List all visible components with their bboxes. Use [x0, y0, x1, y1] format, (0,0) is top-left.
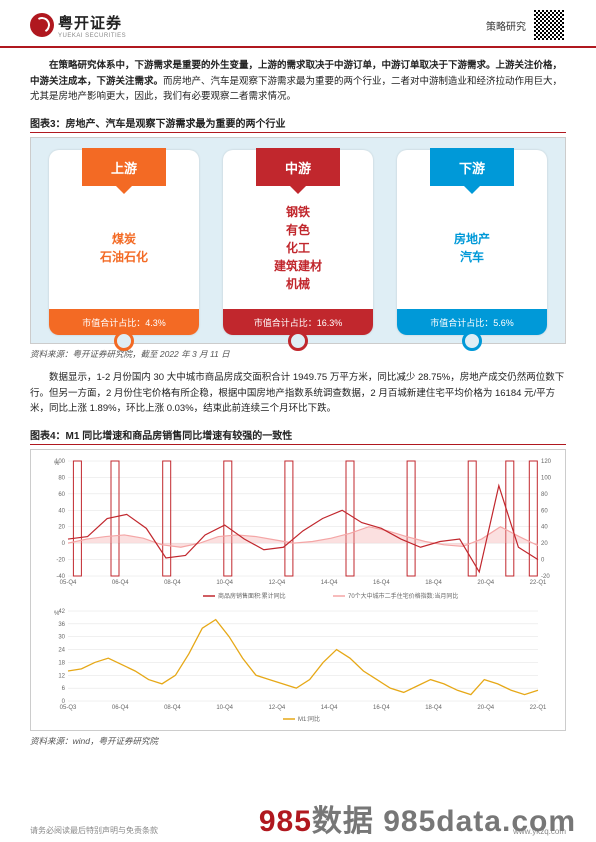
fig3-dot-icon	[462, 331, 482, 351]
fig3-item: 化工	[286, 239, 310, 256]
svg-text:12: 12	[58, 673, 65, 679]
svg-text:06-Q4: 06-Q4	[112, 580, 129, 586]
svg-text:40: 40	[541, 525, 548, 531]
fig3-item: 煤炭	[112, 230, 136, 247]
svg-text:36: 36	[58, 622, 65, 628]
fig3-item: 钢铁	[286, 203, 310, 220]
fig3-col-header: 上游	[82, 148, 166, 186]
svg-text:80: 80	[58, 475, 65, 481]
fig3-column: 中游钢铁有色化工建筑建材机械市值合计占比：16.3%	[223, 150, 373, 335]
paragraph-1: 在策略研究体系中，下游需求是重要的外生变量，上游的需求取决于中游订单，中游订单取…	[30, 58, 566, 105]
svg-text:05-Q4: 05-Q4	[60, 580, 77, 586]
brand-logo-icon	[30, 13, 54, 37]
svg-text:70个大中城市二手住宅价格指数:当月同比: 70个大中城市二手住宅价格指数:当月同比	[348, 592, 458, 600]
svg-text:20: 20	[58, 525, 65, 531]
svg-text:18: 18	[58, 660, 65, 666]
paragraph-2: 数据显示，1-2 月份国内 30 大中城市商品房成交面积合计 1949.75 万…	[30, 370, 566, 417]
fig3-item: 石油石化	[100, 248, 148, 265]
svg-text:60: 60	[58, 492, 65, 498]
page-header: 粤开证券 YUEKAI SECURITIES 策略研究	[0, 0, 596, 48]
svg-text:20-Q4: 20-Q4	[477, 580, 494, 586]
svg-text:20-Q4: 20-Q4	[477, 705, 494, 711]
fig3-dot-icon	[114, 331, 134, 351]
svg-text:22-Q1: 22-Q1	[530, 705, 547, 711]
footer-disclaimer: 请务必阅读最后特别声明与免责条款	[30, 825, 158, 836]
fig3-column: 下游房地产汽车市值合计占比：5.6%	[397, 150, 547, 335]
svg-text:12-Q4: 12-Q4	[269, 580, 286, 586]
svg-text:18-Q4: 18-Q4	[425, 705, 442, 711]
svg-text:42: 42	[58, 609, 65, 615]
svg-text:24: 24	[58, 648, 65, 654]
svg-text:商品房销售面积:累计同比: 商品房销售面积:累计同比	[218, 592, 286, 600]
svg-text:10-Q4: 10-Q4	[216, 580, 233, 586]
watermark-text: 985数据 985data.com	[259, 805, 576, 838]
brand-name-cn: 粤开证券	[58, 12, 126, 33]
svg-text:0: 0	[541, 558, 545, 564]
svg-text:20: 20	[541, 541, 548, 547]
svg-text:-20: -20	[56, 558, 65, 564]
figure3-chart: 上游煤炭石油石化市值合计占比：4.3%中游钢铁有色化工建筑建材机械市值合计占比：…	[30, 137, 566, 344]
svg-text:05-Q3: 05-Q3	[60, 705, 77, 711]
svg-text:6: 6	[62, 686, 66, 692]
figure4-top-chart: 100806040200-20-40120100806040200-20%05-…	[35, 456, 561, 606]
figure4-title: 图表4：M1 同比增速和商品房销售同比增速有较强的一致性	[30, 427, 566, 445]
figure4-source: 资料来源：wind，粤开证券研究院	[30, 735, 566, 747]
fig3-dot-icon	[288, 331, 308, 351]
svg-text:30: 30	[58, 635, 65, 641]
fig3-col-header: 下游	[430, 148, 514, 186]
watermark: 985数据 985data.com	[259, 796, 576, 840]
svg-text:M1:同比: M1:同比	[298, 715, 320, 723]
fig3-col-body: 房地产汽车	[454, 186, 490, 309]
header-category: 策略研究	[486, 18, 526, 33]
svg-text:18-Q4: 18-Q4	[425, 580, 442, 586]
svg-text:%: %	[54, 611, 60, 617]
brand-text-wrap: 粤开证券 YUEKAI SECURITIES	[58, 12, 126, 39]
fig3-col-header: 中游	[256, 148, 340, 186]
fig3-item: 机械	[286, 275, 310, 292]
svg-text:40: 40	[58, 508, 65, 514]
fig3-item: 有色	[286, 221, 310, 238]
fig3-item: 建筑建材	[274, 257, 322, 274]
svg-text:14-Q4: 14-Q4	[321, 580, 338, 586]
svg-text:08-Q4: 08-Q4	[164, 705, 181, 711]
svg-text:%: %	[54, 461, 60, 467]
figure4-bottom-chart: 42363024181260%05-Q306-Q408-Q410-Q412-Q4…	[35, 606, 561, 726]
figure3-title: 图表3：房地产、汽车是观察下游需求最为重要的两个行业	[30, 115, 566, 133]
svg-text:60: 60	[541, 508, 548, 514]
fig3-item: 汽车	[460, 248, 484, 265]
fig3-item: 房地产	[454, 230, 490, 247]
page-content: 在策略研究体系中，下游需求是重要的外生变量，上游的需求取决于中游订单，中游订单取…	[0, 58, 596, 747]
figure4-chart: 100806040200-20-40120100806040200-20%05-…	[30, 449, 566, 731]
svg-text:10-Q4: 10-Q4	[216, 705, 233, 711]
svg-text:06-Q4: 06-Q4	[112, 705, 129, 711]
svg-text:14-Q4: 14-Q4	[321, 705, 338, 711]
svg-text:100: 100	[541, 475, 552, 481]
svg-text:16-Q4: 16-Q4	[373, 705, 390, 711]
svg-text:08-Q4: 08-Q4	[164, 580, 181, 586]
svg-text:16-Q4: 16-Q4	[373, 580, 390, 586]
svg-text:22-Q1: 22-Q1	[530, 580, 547, 586]
brand-name-en: YUEKAI SECURITIES	[58, 33, 126, 39]
svg-text:0: 0	[62, 541, 66, 547]
brand-logo: 粤开证券 YUEKAI SECURITIES	[30, 12, 126, 39]
svg-text:120: 120	[541, 459, 552, 465]
header-right: 策略研究	[486, 8, 566, 42]
fig3-col-body: 煤炭石油石化	[100, 186, 148, 309]
fig3-column: 上游煤炭石油石化市值合计占比：4.3%	[49, 150, 199, 335]
qr-code-icon	[532, 8, 566, 42]
svg-text:80: 80	[541, 492, 548, 498]
fig3-col-body: 钢铁有色化工建筑建材机械	[274, 186, 322, 309]
svg-text:12-Q4: 12-Q4	[269, 705, 286, 711]
